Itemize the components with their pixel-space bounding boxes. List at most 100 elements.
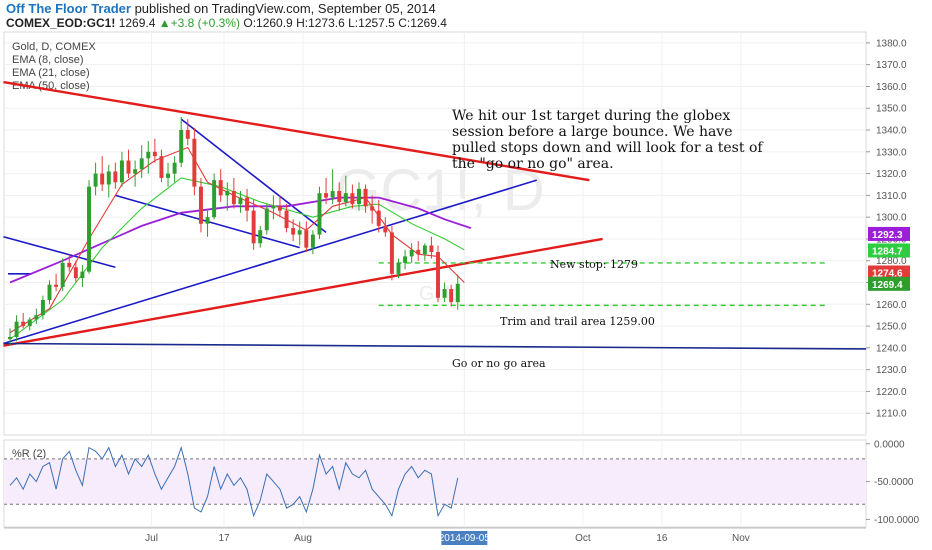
candle-body	[21, 321, 26, 327]
note-line-4: the "go or no go" area.	[452, 156, 614, 172]
y-tick-label: 1260.0	[876, 300, 907, 311]
candle-body	[192, 138, 197, 187]
x-tick-label: Jul	[145, 533, 158, 544]
candle-body	[133, 169, 138, 174]
candle-body	[166, 173, 171, 178]
candle-body	[113, 171, 118, 183]
published-header: Off The Floor Trader published on Tradin…	[6, 1, 436, 16]
candle-body	[119, 160, 124, 183]
candle-body	[245, 197, 250, 211]
y-tick-label: 1310.0	[876, 191, 907, 202]
legend-ema50: EMA (50, close)	[12, 80, 90, 92]
price-tag-label: 1269.4	[872, 280, 903, 291]
candles	[8, 116, 460, 346]
trendline	[3, 237, 603, 347]
annotations: We hit our 1st target during the globex …	[452, 108, 764, 370]
candle-body	[152, 151, 157, 157]
legend-ema8: EMA (8, close)	[12, 54, 84, 66]
note-line-2: session before a large bounce. We have	[452, 124, 733, 140]
x-tick-label: 2014-09-05	[439, 533, 491, 544]
price-tag	[868, 276, 910, 291]
candle-body	[297, 230, 302, 235]
candle-body	[422, 245, 427, 255]
price-change: +3.8 (+0.3%)	[170, 16, 241, 30]
candle-body	[179, 130, 184, 163]
indicator-y-tick-label: -100.0000	[874, 515, 919, 526]
candle-body	[126, 160, 131, 174]
symbol-name: COMEX_EOD:GC1!	[6, 16, 116, 30]
candle-body	[436, 252, 440, 298]
low-label: L:	[348, 16, 359, 30]
candle-body	[40, 299, 45, 316]
trendline	[3, 80, 590, 182]
price-tag	[868, 243, 910, 258]
candle-body	[251, 210, 256, 244]
trendline	[3, 342, 867, 350]
candle-body	[67, 262, 72, 268]
grid	[3, 31, 867, 528]
close-value: 1269.4	[410, 16, 447, 30]
candle-body	[357, 188, 361, 205]
candle-body	[264, 208, 269, 231]
y-tick-label: 1220.0	[876, 387, 907, 398]
candle-body	[363, 188, 368, 207]
x-tick-label: Nov	[732, 533, 750, 544]
candle-body	[310, 234, 315, 248]
candle-body	[139, 158, 144, 170]
x-tick-label: Oct	[575, 533, 591, 544]
y-tick-label: 1230.0	[876, 365, 907, 376]
candle-body	[225, 191, 230, 196]
price-tag	[868, 265, 910, 280]
ema21-line	[9, 177, 465, 340]
trendlines	[3, 80, 867, 350]
high-label: H:	[296, 16, 309, 30]
candle-body	[212, 180, 217, 218]
candle-body	[238, 197, 243, 205]
publisher-name[interactable]: Off The Floor Trader	[6, 1, 131, 16]
price-axis: 1210.01220.01230.01240.01250.01260.01270…	[866, 38, 907, 420]
watermark-name: Gold	[419, 283, 461, 305]
last-price: 1269.4	[118, 16, 156, 30]
symbol-header: COMEX_EOD:GC1! 1269.4 ▲+3.8 (+0.3%) O: 12…	[6, 16, 447, 30]
candle-body	[337, 191, 342, 202]
price-tag-label: 1292.3	[872, 230, 903, 241]
candle-body	[442, 289, 447, 298]
open-label: O:	[243, 16, 257, 30]
close-label: C:	[398, 16, 411, 30]
candle-body	[376, 210, 381, 226]
y-tick-label: 1330.0	[876, 147, 907, 158]
publish-info: published on TradingView.com, September …	[130, 1, 436, 16]
low-value: 1257.5	[358, 16, 395, 30]
watermark: GC1!, D Gold	[335, 158, 545, 305]
y-tick-label: 1320.0	[876, 169, 907, 180]
high-value: 1273.6	[308, 16, 345, 30]
x-tick-label: 17	[218, 533, 230, 544]
note-line-3: pulled stops down and will look for a te…	[452, 140, 764, 156]
y-tick-label: 1240.0	[876, 343, 907, 354]
candle-body	[350, 193, 355, 205]
candle-body	[429, 245, 434, 253]
watermark-symbol: GC1!, D	[335, 158, 545, 223]
trendline	[3, 179, 538, 345]
time-axis: Jul 17 Aug 2014-09-05 Oct 16 Nov	[4, 527, 866, 545]
y-tick-label: 1280.0	[876, 256, 907, 267]
candle-body	[291, 228, 296, 235]
candle-body	[277, 206, 282, 211]
candle-body	[100, 173, 105, 185]
go-no-go-label: Go or no go area	[452, 357, 546, 370]
candle-body	[146, 151, 151, 159]
price-tag-label: 1274.6	[872, 268, 903, 279]
current-date-tag	[441, 531, 488, 545]
candle-body	[14, 321, 19, 337]
candle-body	[455, 283, 460, 303]
y-tick-label: 1370.0	[876, 60, 907, 71]
x-tick-label: 16	[656, 533, 668, 544]
candle-body	[258, 230, 263, 244]
up-triangle-icon: ▲	[158, 16, 171, 30]
candle-body	[47, 284, 52, 300]
y-tick-label: 1360.0	[876, 82, 907, 93]
candle-body	[403, 256, 408, 263]
candle-body	[54, 284, 59, 287]
